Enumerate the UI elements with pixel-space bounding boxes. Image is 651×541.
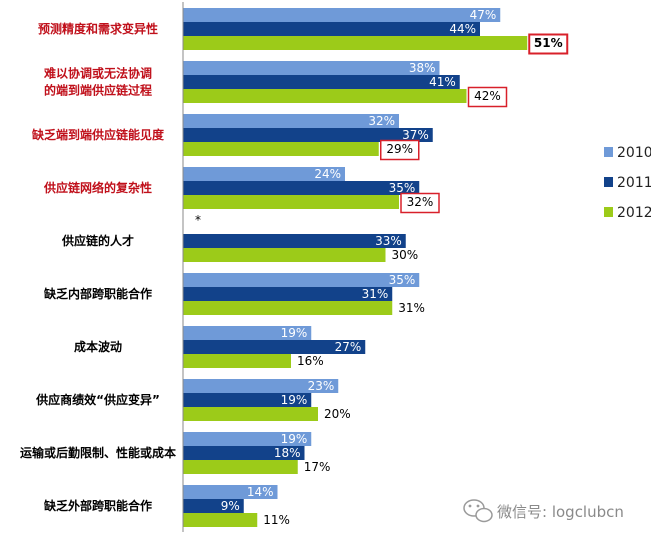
category-label: 难以协调或无法协调 [43,66,152,81]
bar-2012 [183,89,467,103]
value-label: 24% [314,167,341,181]
legend-label: 2012 [617,205,651,221]
bar-2012 [183,301,393,315]
category-label: 供应商绩效“供应变异” [35,392,160,407]
legend-label: 2010 [617,145,651,161]
highlight-box [400,192,440,214]
category-label: 成本波动 [74,339,122,354]
category-label: 供应链网络的复杂性 [43,180,152,195]
value-label: 44% [449,22,476,36]
value-label: 9% [221,499,240,513]
bar-2010 [183,61,440,75]
value-label: 35% [389,273,416,287]
value-label: 38% [409,61,436,75]
value-label: 41% [429,75,456,89]
highlight-box [380,139,420,161]
value-label: 31% [362,287,389,301]
bar-groups: 47%44%51%38%41%42%32%37%29%24%35%32%*33%… [183,8,569,527]
missing-value-marker: * [195,213,201,227]
category-label: 缺乏内部跨职能合作 [44,286,152,301]
highlight-box [528,33,569,55]
value-label: 31% [398,301,425,315]
value-label: 17% [304,460,331,474]
value-label: 20% [324,407,351,421]
legend-swatch-2011 [604,177,613,187]
watermark: 微信号: logclubcn [463,499,624,523]
value-label: 23% [308,379,335,393]
bar-2011 [183,340,366,354]
bar-2011 [183,75,460,89]
bar-2012 [183,36,528,50]
value-label: 42% [474,89,501,103]
bar-2012 [183,248,386,262]
bar-2011 [183,287,393,301]
bar-2010 [183,273,420,287]
value-label: 14% [247,485,274,499]
legend-label: 2011 [617,175,651,191]
legend: 2010 2011 2012 [604,145,651,221]
bar-2011 [183,22,480,36]
bar-2012 [183,142,379,156]
bar-2012 [183,460,298,474]
category-label: 的端到端供应链过程 [44,83,152,98]
bar-2011 [183,393,312,407]
value-label: 33% [375,234,402,248]
bar-2010 [183,326,312,340]
value-label: 30% [392,248,419,262]
category-label: 预测精度和需求变异性 [38,21,158,36]
category-label: 缺乏端到端供应链能见度 [32,127,165,142]
bar-2011 [183,446,305,460]
bar-2012 [183,513,258,527]
value-label: 19% [281,393,308,407]
value-label: 16% [297,354,324,368]
category-label: 运输或后勤限制、性能或成本 [20,445,176,460]
bar-2012 [183,195,399,209]
bar-2011 [183,234,406,248]
value-label: 29% [386,142,413,156]
value-label: 19% [281,326,308,340]
bar-2012 [183,407,318,421]
legend-swatch-2010 [604,147,613,157]
value-label: 47% [470,8,497,22]
value-label: 11% [263,513,290,527]
highlight-box [467,86,508,108]
category-label: 供应链的人才 [61,233,134,248]
category-labels: 预测精度和需求变异性难以协调或无法协调的端到端供应链过程缺乏端到端供应链能见度供… [20,21,176,513]
value-label: 19% [281,432,308,446]
value-label: 51% [534,36,563,50]
wechat-icon [463,499,493,523]
bar-2011 [183,128,433,142]
value-label: 35% [389,181,416,195]
bar-2010 [183,379,339,393]
value-label: 37% [402,128,429,142]
value-label: 32% [407,195,434,209]
category-label: 缺乏外部跨职能合作 [44,498,152,513]
value-label: 32% [368,114,395,128]
value-label: 27% [335,340,362,354]
bar-2010 [183,114,399,128]
bar-2011 [183,499,244,513]
bar-2011 [183,181,420,195]
bar-2010 [183,8,501,22]
value-label: 18% [274,446,301,460]
watermark-text: 微信号: logclubcn [497,503,624,521]
bar-2010 [183,485,278,499]
bar-2010 [183,167,345,181]
bar-2010 [183,432,312,446]
legend-swatch-2012 [604,207,613,217]
bar-2012 [183,354,291,368]
